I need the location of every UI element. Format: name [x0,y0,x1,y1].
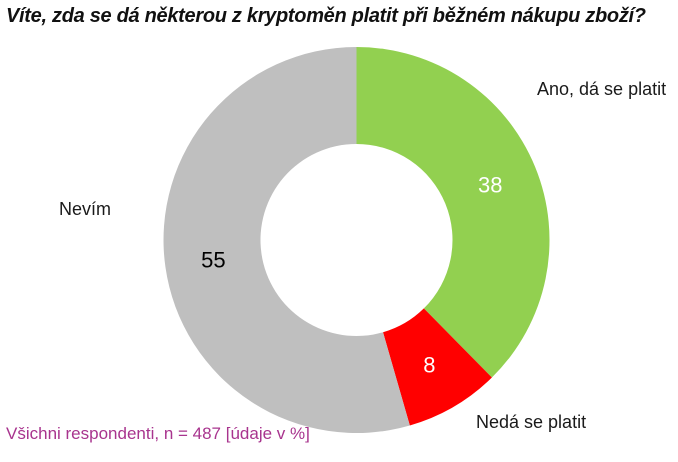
respondents-note: Všichni respondenti, n = 487 [údaje v %] [6,424,310,443]
donut-slice-1 [383,308,492,426]
category-label-neda-se-platit: Nedá se platit [476,412,587,432]
category-label-ano-da-se-platit: Ano, dá se platit [537,79,667,99]
donut-slice-2 [163,47,410,434]
value-label-2: 55 [201,248,225,273]
category-label-nevim: Nevím [59,199,112,219]
value-label-0: 38 [478,173,502,198]
value-label-1: 8 [423,352,435,377]
donut-slice-0 [356,47,550,378]
chart-title: Víte, zda se dá některou z kryptoměn pla… [6,5,646,27]
